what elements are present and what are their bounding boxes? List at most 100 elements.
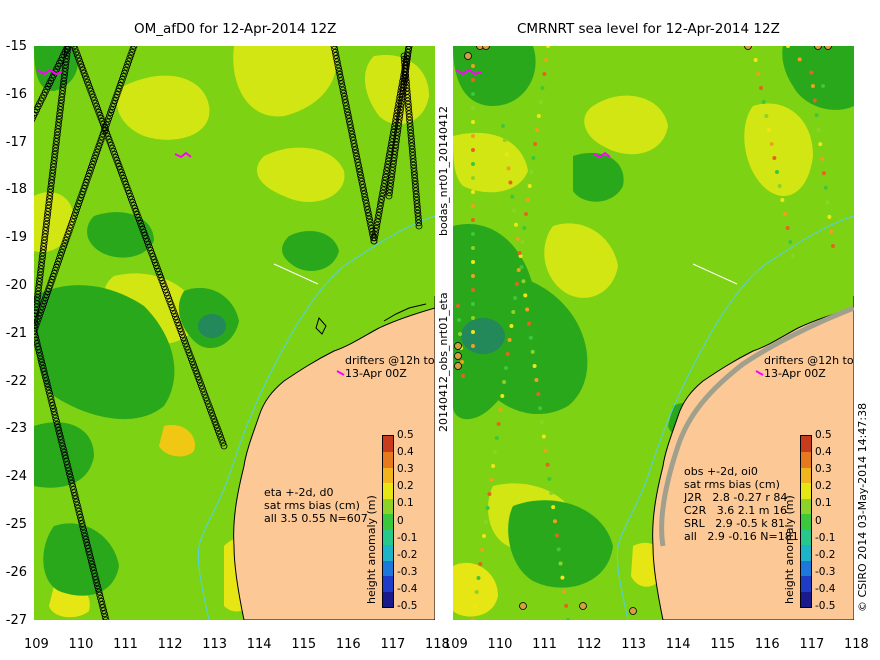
track-marker (132, 208, 140, 215)
track-marker (207, 406, 214, 414)
track-marker (67, 221, 75, 229)
track-marker (220, 442, 228, 450)
track-marker (55, 257, 62, 265)
track-marker (59, 245, 67, 253)
track-marker (378, 192, 386, 200)
y-tick-label: -23 (5, 421, 27, 437)
colorbar-tick-label: -0.5 (815, 600, 836, 612)
track-marker (89, 160, 96, 168)
track-marker (110, 147, 117, 155)
track-marker (374, 218, 381, 226)
track-marker (81, 182, 89, 189)
track-marker (396, 109, 404, 117)
track-marker (48, 399, 56, 406)
observation-marker (492, 450, 497, 454)
observation-marker (566, 618, 570, 620)
track-marker (100, 127, 108, 135)
track-marker (393, 135, 401, 142)
track-marker (34, 115, 36, 122)
observation-marker (519, 602, 527, 610)
track-marker (393, 131, 401, 139)
track-marker (76, 197, 84, 205)
low-anomaly-regions (34, 46, 339, 596)
y-tick-label: -20 (5, 278, 27, 293)
track-marker (155, 268, 162, 275)
track-marker (36, 271, 44, 279)
track-marker (90, 96, 98, 104)
track-marker (34, 293, 41, 301)
observation-marker (777, 184, 782, 188)
track-marker (412, 184, 420, 191)
track-marker (61, 239, 69, 247)
track-marker (170, 310, 178, 318)
track-marker (117, 78, 125, 86)
track-marker (60, 77, 68, 85)
observation-marker (527, 321, 531, 326)
track-marker (200, 388, 208, 396)
observation-marker (458, 332, 462, 336)
track-marker (78, 191, 86, 198)
colorbar-tick-label: 0.5 (397, 429, 414, 441)
track-marker (344, 111, 352, 119)
track-marker (41, 230, 49, 238)
track-marker (36, 352, 44, 360)
track-marker (72, 48, 80, 56)
track-marker (78, 63, 86, 71)
observation-marker (504, 152, 509, 157)
colorbar-tick-label: 0.4 (815, 446, 832, 459)
observation-marker (476, 46, 484, 50)
track-marker (147, 247, 155, 254)
track-marker (130, 46, 138, 50)
track-marker (342, 99, 350, 107)
track-marker (114, 159, 122, 167)
observation-marker (820, 156, 825, 161)
track-marker (412, 190, 420, 198)
track-marker (40, 367, 48, 375)
track-marker (95, 108, 103, 116)
track-marker (39, 249, 47, 257)
observation-marker (511, 310, 516, 314)
track-marker (49, 273, 57, 280)
observation-marker (471, 64, 475, 68)
track-marker (121, 69, 128, 77)
track-marker (94, 585, 102, 593)
track-marker (109, 103, 117, 111)
track-marker (75, 54, 82, 62)
track-marker (35, 284, 43, 292)
track-marker (39, 252, 46, 260)
track-marker (51, 411, 59, 419)
track-marker (87, 87, 95, 95)
x-tick-label: 111 (113, 637, 138, 652)
track-marker (97, 114, 105, 122)
track-marker (177, 328, 185, 336)
annotation-line: 13-Apr 00Z (764, 367, 826, 380)
track-marker (120, 174, 128, 182)
colorbar-swatch (383, 560, 393, 577)
track-marker (408, 142, 416, 150)
track-marker (103, 129, 111, 137)
track-marker (415, 216, 422, 223)
annotation-line: C2R 3.6 2.1 m 16 (684, 504, 788, 517)
track-marker (351, 143, 359, 151)
track-marker (66, 473, 74, 481)
track-marker (96, 111, 104, 119)
track-marker (107, 141, 115, 149)
observation-marker (496, 422, 501, 426)
observation-marker (562, 589, 567, 594)
track-marker (174, 319, 182, 327)
track-marker (84, 542, 91, 549)
colorbar-swatch (801, 482, 811, 499)
track-marker (34, 315, 42, 323)
track-marker (405, 103, 412, 111)
track-marker (87, 557, 95, 565)
y-tick-label: -16 (5, 86, 27, 102)
track-marker (131, 205, 139, 212)
track-marker (43, 214, 51, 222)
observation-marker (471, 176, 475, 180)
track-marker (160, 283, 168, 291)
track-marker (392, 138, 400, 146)
track-marker (56, 254, 63, 262)
observation-marker (554, 533, 559, 538)
colorbar-frame (800, 435, 812, 608)
track-marker (405, 107, 413, 114)
